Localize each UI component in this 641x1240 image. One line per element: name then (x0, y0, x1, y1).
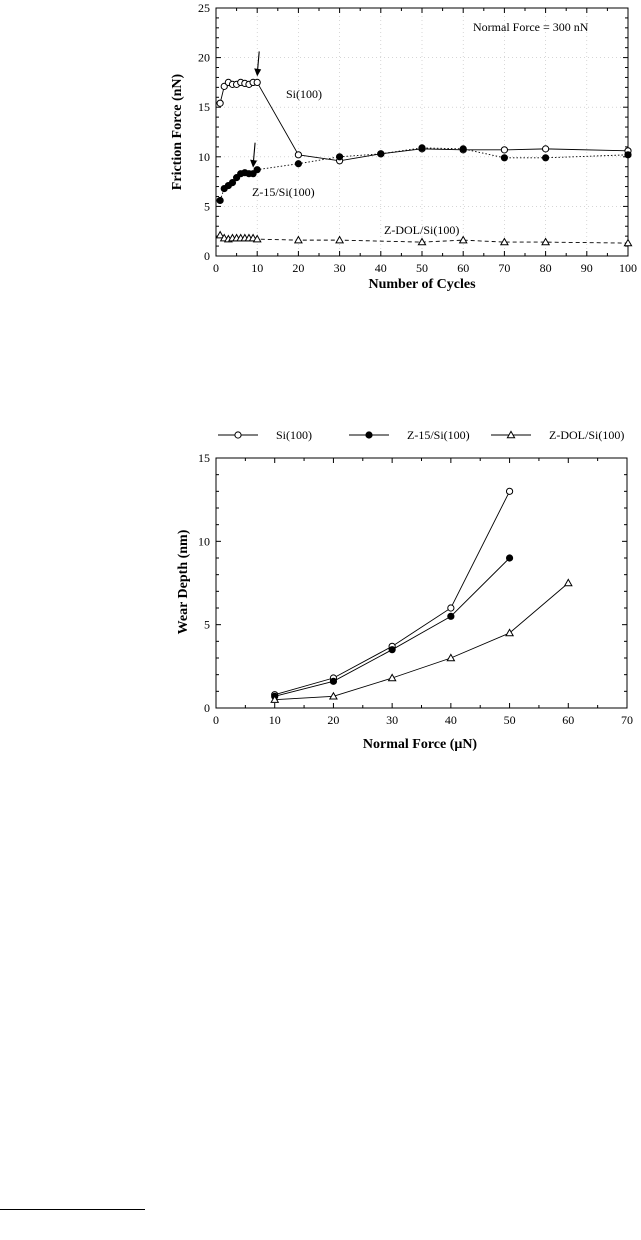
data-point-series-3 (623, 238, 633, 247)
data-point-series-3 (499, 237, 509, 246)
annotation-normal-force: Normal Force = 300 nN (473, 20, 589, 34)
data-point-series-3 (563, 578, 573, 587)
x-tick-label: 0 (213, 261, 219, 275)
x-tick-label: 30 (334, 261, 346, 275)
data-point-series-2 (418, 144, 426, 152)
data-point-series-3 (328, 691, 338, 700)
arrow-head (254, 68, 262, 77)
data-point-series-2 (542, 154, 550, 162)
annotation-si: Si(100) (286, 87, 322, 101)
x-tick-label: 0 (213, 713, 219, 727)
x-tick-label: 40 (375, 261, 387, 275)
data-point-series-2 (500, 154, 508, 162)
legend-label: Z-15/Si(100) (407, 428, 470, 442)
data-point-series-3 (541, 237, 551, 246)
grid (216, 8, 628, 256)
data-point-series-1 (216, 99, 224, 107)
data-point-series-2 (294, 160, 302, 168)
y-tick-label: 25 (198, 1, 210, 15)
x-tick-label: 70 (621, 713, 633, 727)
data-point-series-2 (505, 554, 514, 562)
y-tick-label: 15 (198, 451, 210, 465)
legend-marker (365, 431, 373, 439)
data-point-series-1 (542, 145, 550, 153)
data-point-series-3 (270, 695, 280, 703)
y-tick-label: 0 (204, 701, 210, 715)
y-axis-label: Friction Force (nN) (170, 73, 185, 190)
data-point-series-2 (447, 612, 455, 620)
y-tick-label: 5 (204, 199, 210, 213)
x-tick-label: 70 (498, 261, 510, 275)
data-point-series-2 (216, 196, 224, 205)
data-point-series-3 (387, 673, 397, 682)
y-tick-label: 0 (204, 249, 210, 263)
y-tick-label: 5 (204, 618, 210, 632)
data-point-series-3 (252, 234, 262, 243)
legend-marker (506, 430, 516, 439)
x-tick-label: 40 (445, 713, 457, 727)
x-tick-label: 90 (581, 261, 593, 275)
data-point-series-2 (377, 150, 385, 158)
axis-ticks: 0 10 20 30 40 50 60 70 80 90 100 0 5 10 15 20 25 (198, 1, 637, 275)
y-tick-label: 20 (198, 51, 210, 65)
legend-label: Z-DOL/Si(100) (549, 428, 624, 442)
wear-depth-chart: Si(100) Z-15/Si(100) Z-DOL/Si(100) 0 10 20 30… (176, 428, 633, 752)
series-layer (270, 487, 573, 703)
legend-marker (234, 431, 242, 439)
data-point-series-2 (329, 677, 338, 685)
x-tick-label: 10 (251, 261, 263, 275)
x-tick-label: 20 (327, 713, 339, 727)
data-point-series-3 (505, 628, 515, 637)
annotation-z15: Z-15/Si(100) (252, 185, 315, 199)
data-point-series-2 (459, 145, 467, 153)
x-axis-label: Normal Force (μN) (363, 737, 478, 752)
data-point-series-1 (500, 146, 508, 154)
x-tick-label: 50 (416, 261, 428, 275)
data-point-series-2 (336, 153, 344, 161)
data-point-series-3 (293, 235, 303, 244)
arrow-head (250, 159, 258, 168)
arrows-layer (250, 51, 262, 168)
x-tick-label: 60 (562, 713, 574, 727)
data-point-series-2 (228, 178, 237, 187)
data-point-series-3 (417, 237, 427, 246)
x-tick-label: 80 (540, 261, 552, 275)
annotation-zdol: Z-DOL/Si(100) (384, 223, 459, 237)
plot-frame (215, 457, 628, 709)
y-axis-label: Wear Depth (nm) (176, 529, 191, 634)
legend: Si(100) Z-15/Si(100) Z-DOL/Si(100) (218, 428, 624, 442)
data-point-series-1 (447, 604, 455, 612)
data-point-series-2 (388, 646, 396, 654)
axis-ticks: 0 10 20 30 40 50 60 70 0 5 10 15 (198, 451, 633, 727)
data-point-series-3 (446, 653, 456, 662)
x-tick-label: 60 (457, 261, 469, 275)
y-tick-label: 10 (198, 534, 210, 548)
friction-force-chart: 0 10 20 30 40 50 60 70 80 90 100 0 5 10 15 20 25 Normal … (170, 1, 637, 292)
data-point-series-1 (294, 151, 302, 159)
x-tick-label: 50 (504, 713, 516, 727)
y-tick-label: 10 (198, 150, 210, 164)
data-point-series-3 (215, 230, 225, 239)
data-point-series-3 (458, 235, 468, 244)
x-tick-label: 100 (619, 261, 637, 275)
footnote-rule (0, 1209, 145, 1210)
data-point-series-3 (335, 235, 345, 244)
legend-label: Si(100) (276, 428, 312, 442)
series-layer (215, 78, 633, 247)
x-tick-label: 30 (386, 713, 398, 727)
data-point-series-1 (505, 487, 514, 495)
x-tick-label: 20 (292, 261, 304, 275)
data-point-series-2 (253, 166, 261, 174)
data-point-series-1 (253, 78, 261, 87)
series-line-3 (274, 582, 569, 701)
y-tick-label: 15 (198, 100, 210, 114)
x-tick-label: 10 (269, 713, 281, 727)
data-point-series-2 (624, 151, 632, 159)
x-axis-label: Number of Cycles (368, 277, 476, 292)
